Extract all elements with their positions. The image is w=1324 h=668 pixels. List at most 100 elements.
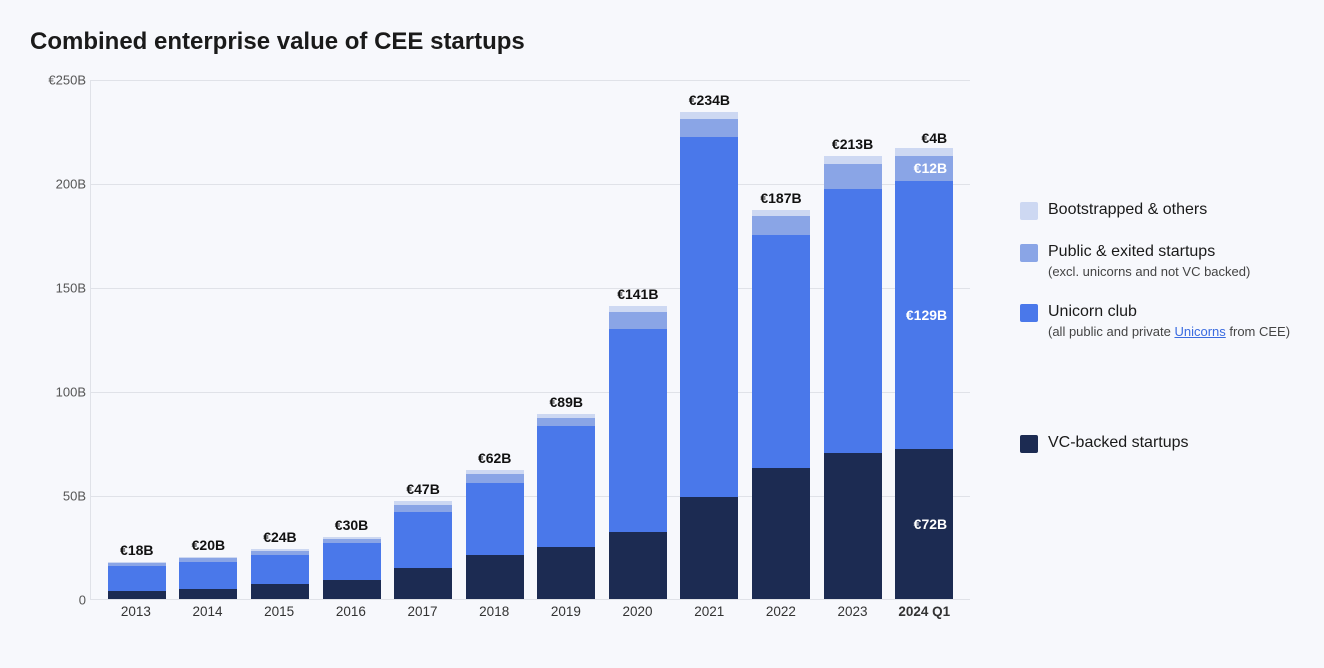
bar-slot: €213B [817,80,889,599]
legend: Bootstrapped & others Public & exited sta… [990,80,1294,658]
bar-total-label: €47B [406,481,439,501]
legend-swatch [1020,304,1038,322]
x-tick-label: 2013 [100,604,172,619]
x-tick-label: 2016 [315,604,387,619]
bar-stack[interactable]: €187B [752,210,810,599]
bar-slot: €30B [316,80,388,599]
chart-area: 050B100B150B200B€250B €18B€20B€24B€30B€4… [30,80,990,640]
bar-stack[interactable]: €18B [108,562,166,599]
x-tick-label: 2018 [458,604,530,619]
bar-stack[interactable]: €20B [179,557,237,599]
bar-stack[interactable]: €47B [394,501,452,599]
bar-segment-bootstrapped[interactable] [824,156,882,164]
bar-slot: €20B [173,80,245,599]
bar-stack[interactable]: €213B [824,156,882,599]
bar-segment-unicorn[interactable] [466,483,524,556]
bar-stack[interactable]: €24B [251,549,309,599]
x-tick-label: 2022 [745,604,817,619]
bars-container: €18B€20B€24B€30B€47B€62B€89B€141B€234B€1… [91,80,970,599]
bar-segment-public_exit[interactable] [680,119,738,138]
bar-segment-vc[interactable] [108,591,166,599]
bar-slot: €141B [602,80,674,599]
bar-segment-bootstrapped[interactable] [895,148,953,156]
bar-segment-unicorn[interactable] [251,555,309,584]
bar-slot: €24B [244,80,316,599]
bar-segment-vc[interactable] [537,547,595,599]
legend-text: VC-backed startups [1048,433,1189,453]
bar-segment-vc[interactable] [752,468,810,599]
bar-segment-public_exit[interactable] [466,474,524,482]
y-tick-label: 0 [30,593,86,608]
legend-link[interactable]: Unicorns [1174,324,1225,339]
bar-segment-unicorn[interactable] [394,512,452,568]
bar-stack[interactable]: €4B€12B€129B€72B [895,148,953,599]
bar-segment-vc[interactable] [251,584,309,599]
bar-stack[interactable]: €62B [466,470,524,599]
x-tick-label: 2021 [673,604,745,619]
bar-segment-unicorn[interactable] [824,189,882,453]
bar-segment-vc[interactable] [680,497,738,599]
chart-row: 050B100B150B200B€250B €18B€20B€24B€30B€4… [30,80,1294,658]
x-tick-label: 2017 [387,604,459,619]
bar-segment-value-label: €4B [921,130,947,146]
bar-segment-vc[interactable] [609,532,667,599]
bar-segment-unicorn[interactable] [680,137,738,497]
legend-title: Public & exited startups [1048,242,1250,262]
bar-total-label: €24B [263,529,296,549]
y-tick-label: 200B [30,177,86,192]
x-tick-label: 2023 [817,604,889,619]
bar-segment-unicorn[interactable] [108,566,166,591]
legend-subtitle: (all public and private Unicorns from CE… [1048,324,1290,340]
bar-total-label: €89B [550,394,583,414]
legend-text: Unicorn club (all public and private Unic… [1048,302,1290,340]
bar-slot: €234B [674,80,746,599]
legend-text: Public & exited startups (excl. unicorns … [1048,242,1250,280]
bar-stack[interactable]: €234B [680,112,738,599]
legend-subtitle: (excl. unicorns and not VC backed) [1048,264,1250,280]
bar-segment-public_exit[interactable] [752,216,810,235]
bar-slot: €18B [101,80,173,599]
bar-total-label: €62B [478,450,511,470]
bar-segment-unicorn[interactable] [609,329,667,533]
legend-title: Bootstrapped & others [1048,200,1207,220]
legend-swatch [1020,244,1038,262]
y-tick-label: 100B [30,385,86,400]
bar-segment-public_exit[interactable] [609,312,667,329]
bar-slot: €4B€12B€129B€72B [888,80,960,599]
bar-segment-value-label: €12B [914,160,947,176]
bar-segment-public_exit[interactable] [824,164,882,189]
legend-item: Bootstrapped & others [1020,200,1294,220]
bar-total-label: €30B [335,517,368,537]
bar-total-label: €234B [689,92,730,112]
bar-slot: €47B [387,80,459,599]
bar-segment-unicorn[interactable] [537,426,595,547]
bar-segment-value-label: €129B [906,307,947,323]
bar-segment-public_exit[interactable] [537,418,595,426]
bar-stack[interactable]: €30B [323,537,381,599]
bar-total-label: €141B [617,286,658,306]
x-tick-label: 2019 [530,604,602,619]
bar-segment-unicorn[interactable] [752,235,810,468]
plot-area: €18B€20B€24B€30B€47B€62B€89B€141B€234B€1… [90,80,970,600]
bar-stack[interactable]: €141B [609,306,667,599]
bar-segment-vc[interactable] [394,568,452,599]
legend-title: VC-backed startups [1048,433,1189,453]
legend-title: Unicorn club [1048,302,1290,322]
x-tick-label: 2015 [243,604,315,619]
bar-segment-vc[interactable] [824,453,882,599]
bar-total-label: €18B [120,542,153,562]
chart-page: Combined enterprise value of CEE startup… [0,0,1324,668]
bar-segment-vc[interactable] [179,589,237,599]
legend-swatch [1020,202,1038,220]
x-tick-label: 2024 Q1 [888,604,960,619]
legend-item: Unicorn club (all public and private Unic… [1020,302,1294,340]
bar-segment-unicorn[interactable] [179,562,237,589]
bar-segment-unicorn[interactable] [323,543,381,580]
x-tick-label: 2014 [172,604,244,619]
bar-segment-vc[interactable] [466,555,524,599]
x-tick-label: 2020 [602,604,674,619]
bar-total-label: €20B [192,537,225,557]
bar-stack[interactable]: €89B [537,414,595,599]
bar-total-label: €213B [832,136,873,156]
bar-segment-vc[interactable] [323,580,381,599]
